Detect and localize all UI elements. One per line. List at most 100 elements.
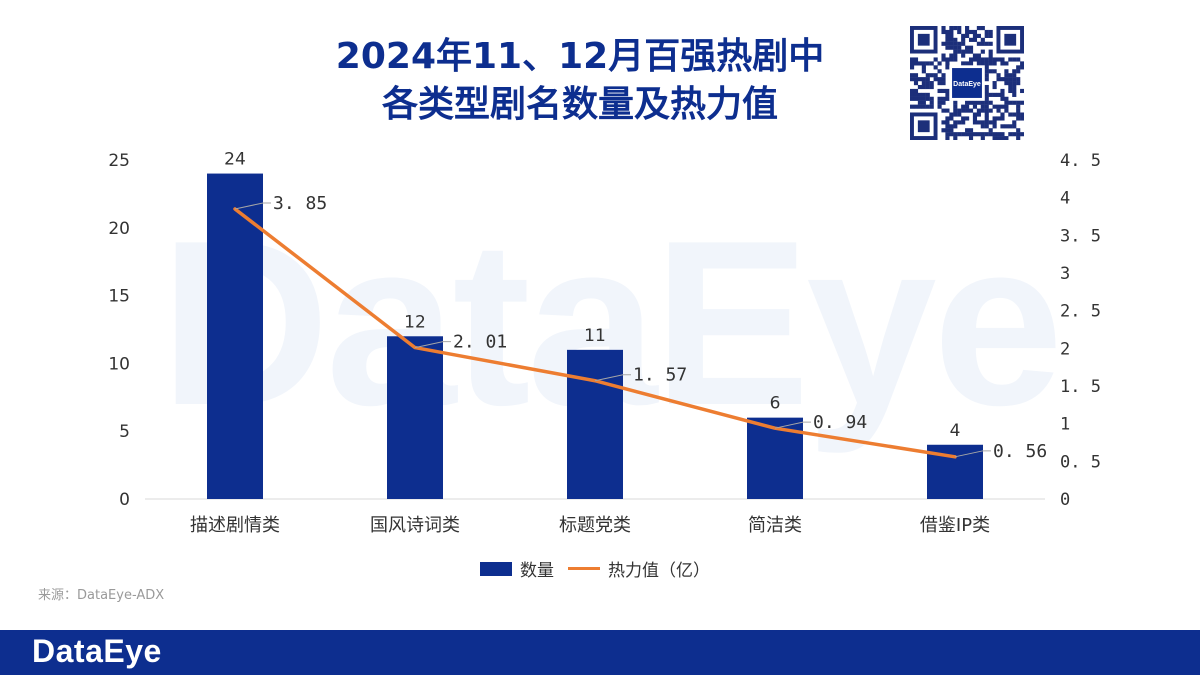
qr-module xyxy=(953,57,958,62)
qr-module xyxy=(937,88,942,94)
qr-module xyxy=(933,73,938,78)
qr-module xyxy=(976,108,981,113)
qr-module xyxy=(937,69,942,74)
qr-module xyxy=(953,136,958,140)
y-right-tick-label: 4. 5 xyxy=(1060,151,1101,171)
qr-center-label: DataEye xyxy=(953,81,981,88)
bar-value-label: 4 xyxy=(950,421,961,441)
qr-center-logo xyxy=(952,68,982,98)
qr-module xyxy=(961,49,966,54)
legend-item-bar: 数量 xyxy=(480,556,554,581)
qr-module xyxy=(945,116,950,121)
qr-module xyxy=(965,29,970,35)
qr-module xyxy=(980,100,985,105)
qr-module xyxy=(980,108,985,113)
qr-module xyxy=(980,120,985,125)
qr-module xyxy=(941,96,946,101)
qr-module xyxy=(1004,69,1009,74)
qr-module xyxy=(976,112,981,117)
qr-module xyxy=(953,45,958,50)
qr-module xyxy=(996,73,1001,78)
bar-value-label: 6 xyxy=(770,394,781,414)
qr-module xyxy=(945,88,950,94)
chart-title-line-1: 2024年11、12月百强热剧中 xyxy=(335,36,825,77)
qr-module xyxy=(968,100,974,105)
qr-module xyxy=(961,120,966,125)
qr-module xyxy=(945,41,950,46)
x-tick-label: 简洁类 xyxy=(748,515,802,536)
qr-module xyxy=(941,81,946,86)
qr-module xyxy=(953,120,958,125)
qr-module xyxy=(972,57,978,62)
qr-module xyxy=(957,132,962,137)
source-note: 来源：DataEye-ADX xyxy=(38,588,165,603)
qr-module xyxy=(972,120,978,125)
qr-module xyxy=(988,29,993,35)
qr-module xyxy=(1016,108,1021,113)
qr-module xyxy=(957,29,962,35)
qr-module xyxy=(972,33,978,38)
qr-module xyxy=(941,73,946,78)
qr-module xyxy=(968,128,974,133)
qr-module xyxy=(965,116,970,121)
qr-module xyxy=(996,57,1001,62)
qr-module xyxy=(929,104,934,109)
qr-module xyxy=(949,124,954,129)
y-left-tick-label: 5 xyxy=(119,422,130,442)
qr-module xyxy=(937,100,942,105)
qr-module xyxy=(984,61,989,66)
qr-module xyxy=(1012,120,1017,125)
qr-module xyxy=(937,104,942,109)
qr-module xyxy=(925,92,930,97)
qr-module xyxy=(941,128,946,133)
bar-value-label: 24 xyxy=(224,150,246,170)
qr-module xyxy=(984,96,989,101)
qr-module xyxy=(1004,73,1009,78)
line-leader xyxy=(774,421,811,429)
qr-module xyxy=(949,132,954,137)
qr-module xyxy=(984,104,989,109)
qr-module xyxy=(992,116,997,121)
qr-module xyxy=(988,92,993,97)
qr-module xyxy=(980,61,985,66)
qr-module xyxy=(976,41,981,46)
qr-module xyxy=(965,61,970,66)
qr-module xyxy=(945,37,950,42)
y-left-tick-label: 15 xyxy=(108,287,130,307)
qr-module xyxy=(1000,61,1005,66)
qr-module xyxy=(976,100,981,105)
qr-module xyxy=(961,53,966,58)
qr-module xyxy=(968,37,974,42)
qr-module xyxy=(1016,69,1021,74)
qr-module xyxy=(984,124,989,129)
x-tick-label: 借鉴IP类 xyxy=(920,515,990,536)
qr-module xyxy=(1000,92,1005,97)
legend-bar-label: 数量 xyxy=(520,561,554,581)
qr-module xyxy=(984,77,989,82)
qr-module xyxy=(965,26,970,31)
qr-module xyxy=(1012,88,1017,94)
qr-module xyxy=(1016,112,1021,117)
qr-module xyxy=(921,69,926,74)
qr-module xyxy=(957,108,962,113)
qr-module xyxy=(972,29,978,35)
qr-module xyxy=(968,132,974,137)
qr-module xyxy=(921,96,926,101)
qr-module xyxy=(1008,100,1013,105)
qr-module xyxy=(1016,116,1021,121)
qr-module xyxy=(992,136,997,140)
qr-module xyxy=(953,104,958,109)
qr-module xyxy=(1008,112,1013,117)
qr-module xyxy=(917,104,922,109)
qr-module xyxy=(917,96,922,101)
qr-module xyxy=(988,41,993,46)
qr-module xyxy=(988,49,993,54)
qr-module xyxy=(1004,136,1009,140)
qr-module xyxy=(945,128,950,133)
qr-module xyxy=(992,61,997,66)
qr-module xyxy=(1016,128,1021,133)
qr-module xyxy=(1004,96,1009,101)
qr-module xyxy=(965,128,970,133)
qr-module xyxy=(910,57,915,62)
qr-module xyxy=(945,92,950,97)
